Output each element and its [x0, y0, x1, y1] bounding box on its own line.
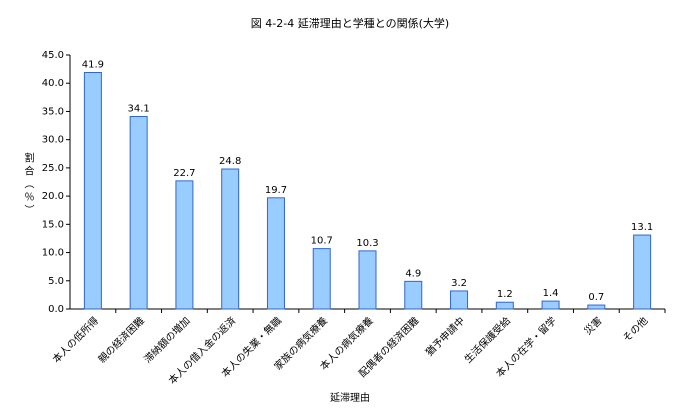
x-axis-label: 延滞理由	[330, 391, 370, 404]
x-tick-label: 滞納額の増加	[141, 314, 193, 366]
bar	[541, 300, 560, 310]
y-tick-label: 5.0	[48, 276, 64, 287]
y-tick-label: 25.0	[42, 163, 64, 174]
bar	[175, 180, 194, 310]
data-label: 41.9	[82, 59, 104, 70]
x-tick-label: 災害	[581, 314, 604, 337]
y-tick-label: 0.0	[48, 304, 64, 315]
bar	[495, 301, 514, 310]
data-label: 10.7	[311, 236, 333, 247]
data-label: 1.2	[497, 289, 513, 300]
y-axis-label: 割合（％）	[22, 151, 34, 217]
data-label: 19.7	[265, 185, 287, 196]
x-tick-label: 猶予申請中	[423, 314, 468, 359]
x-tick-label: 生活保護受給	[461, 314, 513, 366]
data-label: 1.4	[543, 288, 559, 299]
y-tick-label: 20.0	[42, 191, 64, 202]
bar	[633, 234, 652, 310]
data-label: 13.1	[631, 222, 653, 233]
y-tick-label: 15.0	[42, 219, 64, 230]
y-tick-label: 30.0	[42, 135, 64, 146]
bar	[312, 248, 331, 310]
x-tick-label: その他	[620, 314, 650, 344]
bar	[221, 168, 240, 310]
y-tick-label: 10.0	[42, 248, 64, 259]
data-label: 34.1	[128, 104, 150, 115]
chart-title: 図 4-2-4 延滞理由と学種との関係(大学)	[251, 16, 449, 30]
x-tick-label: 本人の低所得	[50, 314, 102, 366]
y-tick-label: 35.0	[42, 106, 64, 117]
data-label: 3.2	[451, 278, 467, 289]
bar	[266, 197, 285, 310]
data-label: 10.3	[356, 238, 378, 249]
data-label: 0.7	[588, 292, 604, 303]
bar	[450, 290, 469, 310]
data-label: 22.7	[173, 168, 195, 179]
bar	[404, 280, 423, 310]
y-tick-label: 40.0	[42, 78, 64, 89]
bar	[587, 304, 606, 310]
data-label: 24.8	[219, 156, 241, 167]
bar	[83, 71, 102, 310]
data-label: 4.9	[405, 268, 421, 279]
y-tick-label: 45.0	[42, 50, 64, 61]
bar	[358, 250, 377, 310]
bar	[129, 116, 148, 310]
x-tick-label: 親の経済困難	[95, 314, 147, 366]
